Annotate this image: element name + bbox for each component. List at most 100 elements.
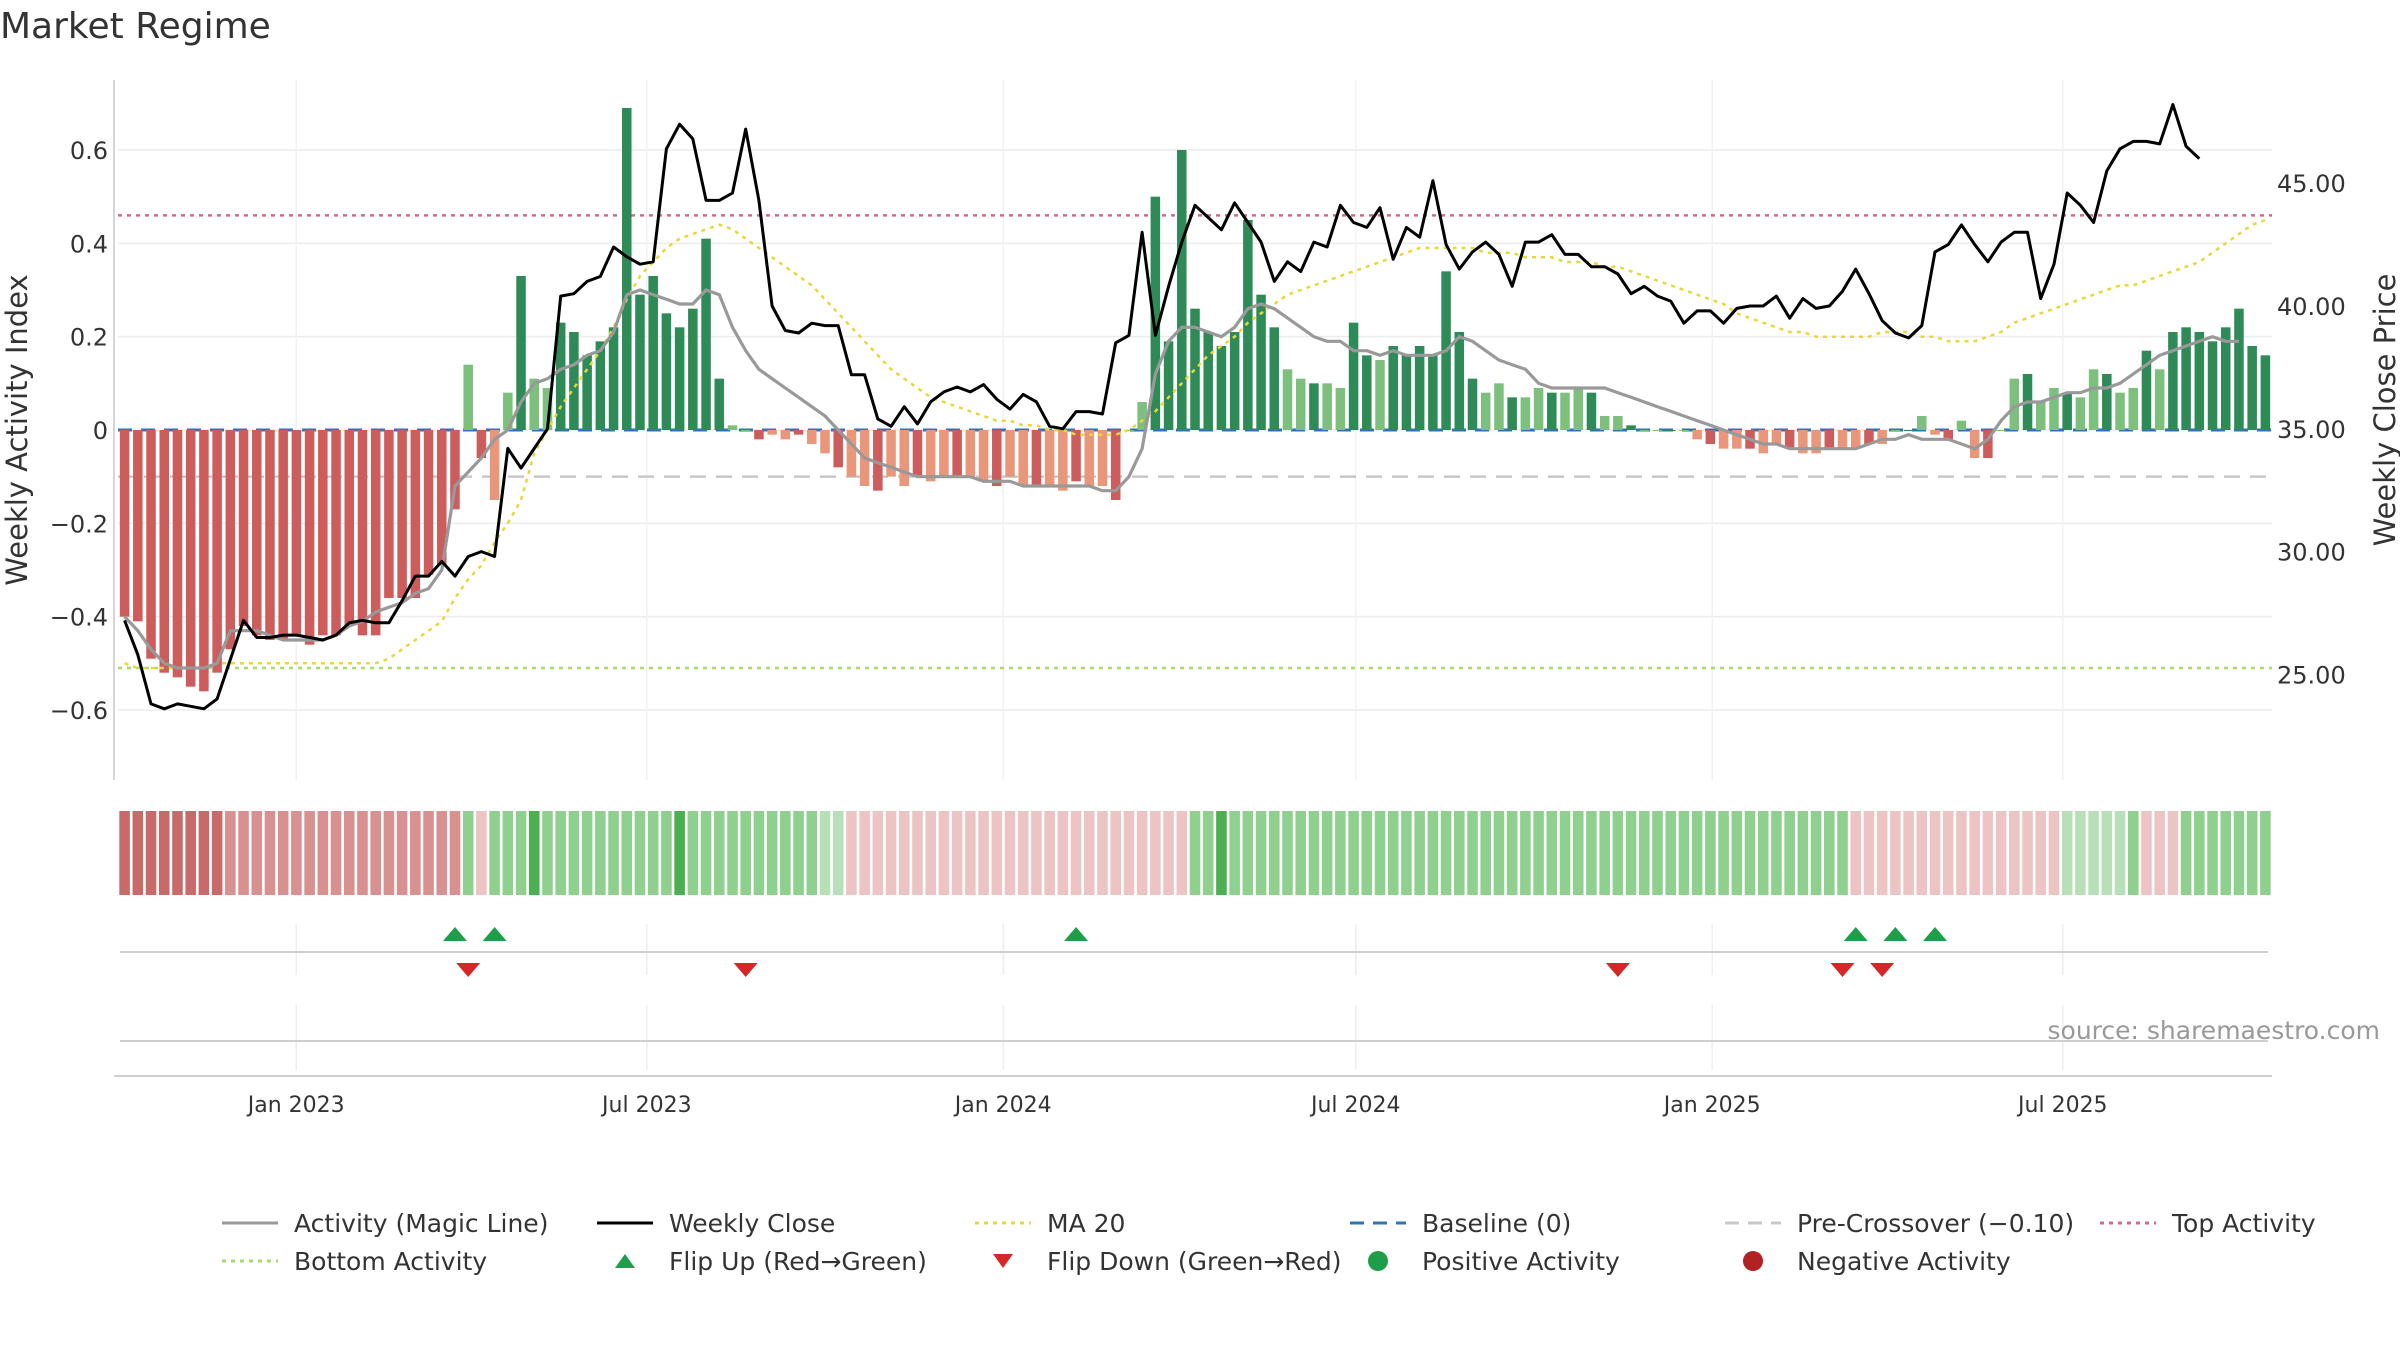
regime-cell — [1150, 811, 1161, 895]
regime-cell — [1520, 811, 1531, 895]
regime-cell — [132, 811, 144, 895]
activity-bar — [1507, 397, 1517, 430]
regime-cell — [898, 811, 910, 895]
activity-bar — [1177, 150, 1187, 430]
activity-bar — [185, 430, 196, 687]
regime-cell — [978, 811, 989, 895]
regime-cell — [832, 811, 844, 895]
activity-bar — [278, 430, 288, 640]
regime-cell — [1454, 811, 1465, 895]
regime-cell — [410, 811, 421, 895]
source-annotation: source: sharemaestro.com — [2048, 1016, 2381, 1045]
legend-swatch — [597, 1221, 653, 1225]
legend-swatch — [222, 1259, 278, 1263]
magic-line — [123, 288, 2239, 670]
regime-cell — [1850, 811, 1862, 895]
regime-cell — [753, 811, 765, 895]
activity-bar — [608, 327, 619, 430]
regime-cell — [2167, 811, 2179, 895]
activity-bar — [1322, 383, 1332, 430]
regime-cell — [2048, 811, 2060, 895]
flip-down-marker — [733, 963, 758, 977]
activity-bar — [833, 430, 843, 468]
legend-swatch — [1350, 1221, 1406, 1225]
activity-bar — [1547, 392, 1557, 430]
regime-cell — [1559, 811, 1571, 895]
activity-bar — [727, 425, 738, 430]
regime-cell — [1295, 811, 1307, 895]
regime-cell — [634, 811, 646, 895]
activity-bar — [740, 430, 751, 431]
activity-bar — [952, 430, 962, 477]
regime-cell — [2075, 811, 2086, 895]
regime-cell — [2022, 811, 2033, 895]
regime-cell — [1599, 811, 1610, 895]
legend-swatch — [1725, 1221, 1781, 1225]
activity-bar — [212, 430, 222, 673]
activity-bar — [2049, 388, 2059, 430]
activity-bar — [1243, 220, 1253, 430]
regime-cell — [330, 811, 342, 895]
activity-bar — [1097, 430, 1108, 486]
activity-bar — [582, 355, 592, 430]
legend-item: Top Activity — [2098, 1208, 2398, 1238]
activity-bar — [555, 322, 566, 430]
regime-cell — [2114, 811, 2126, 895]
activity-bar — [1137, 402, 1147, 430]
regime-cell — [1824, 811, 1835, 895]
right-tick-label: 25.00 — [2277, 661, 2346, 689]
activity-bar — [2009, 378, 2020, 430]
activity-bar — [133, 430, 143, 622]
activity-bar — [1890, 430, 1901, 431]
legend-item: Bottom Activity — [220, 1246, 595, 1276]
left-tick-label: 0.6 — [70, 137, 108, 165]
activity-bar — [1375, 360, 1385, 430]
activity-bar — [370, 430, 381, 636]
legend-label: Bottom Activity — [294, 1246, 488, 1276]
activity-bar — [873, 430, 883, 491]
activity-bars — [119, 108, 2271, 692]
regime-cell — [251, 811, 263, 895]
activity-bar — [1071, 430, 1081, 482]
regime-cell — [2260, 811, 2271, 895]
regime-cell — [1335, 811, 1346, 895]
activity-bar — [1573, 388, 1583, 430]
regime-cell — [2207, 811, 2218, 895]
left-tick-label: 0.2 — [70, 324, 108, 352]
activity-bar — [1190, 308, 1200, 430]
x-tick-label: Jul 2024 — [1309, 1093, 1401, 1118]
flip-down-marker — [456, 963, 481, 977]
regime-cell — [2009, 811, 2020, 895]
regime-cell — [1506, 811, 1518, 895]
activity-bar — [1718, 430, 1729, 449]
legend-label: Top Activity — [2172, 1208, 2316, 1238]
regime-cell — [581, 811, 593, 895]
activity-bar — [1917, 416, 1927, 430]
activity-bar — [965, 430, 976, 477]
activity-bar — [1771, 430, 1782, 444]
activity-bar — [397, 430, 407, 598]
x-tick-label: Jan 2025 — [1662, 1093, 1761, 1118]
activity-bar — [344, 430, 355, 626]
regime-cell — [806, 811, 818, 895]
regime-cell — [185, 811, 196, 895]
regime-cell — [1361, 811, 1373, 895]
x-tick-label: Jan 2023 — [246, 1093, 345, 1118]
activity-bar — [1031, 430, 1042, 486]
regime-cell — [1176, 811, 1188, 895]
activity-bar — [1560, 392, 1570, 430]
regime-cell — [2194, 811, 2205, 895]
regime-cell — [291, 811, 302, 895]
activity-bar — [529, 378, 540, 430]
activity-bar — [820, 430, 830, 454]
legend-swatch — [975, 1221, 1031, 1225]
activity-bar — [450, 430, 460, 510]
activity-bar — [437, 430, 447, 566]
activity-bar — [992, 430, 1002, 486]
activity-bar — [1216, 346, 1227, 430]
regime-cell — [1771, 811, 1782, 895]
regime-cell — [370, 811, 381, 895]
activity-bar — [1943, 430, 1953, 440]
legend-label: MA 20 — [1047, 1208, 1126, 1238]
